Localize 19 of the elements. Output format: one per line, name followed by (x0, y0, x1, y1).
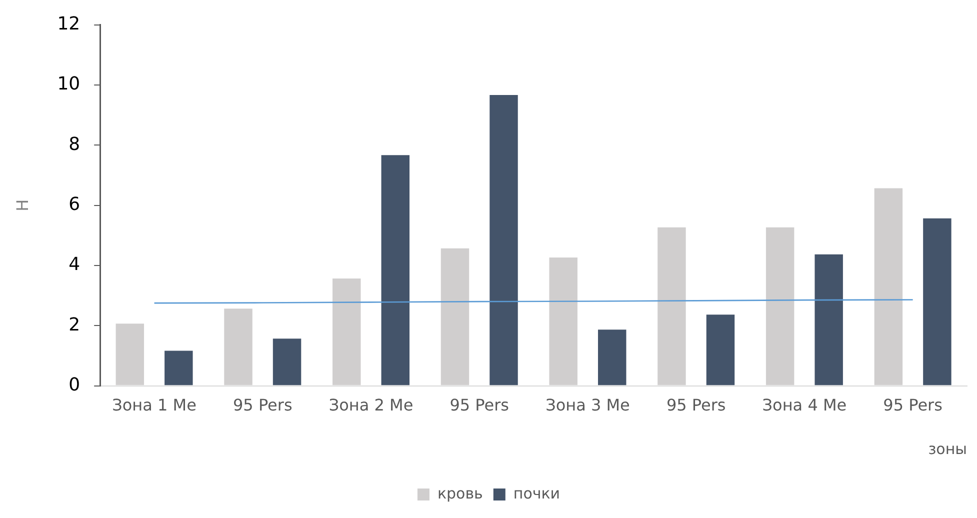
y-tick-label: 10 (57, 74, 80, 95)
legend-label: почки (513, 484, 560, 502)
legend-label: кровь (437, 484, 483, 502)
y-tick-label: 12 (57, 13, 80, 34)
y-tick-label: 2 (68, 314, 80, 336)
x-tick-label: 95 Pers (233, 396, 292, 415)
x-tick-label: Зона 1 Me (112, 396, 196, 415)
y-tick-label: 8 (68, 134, 80, 155)
x-tick-label: 95 Pers (450, 396, 510, 415)
x-axis-title: зоны (928, 440, 967, 458)
x-tick-label: 95 Pers (883, 396, 942, 415)
x-tick-label: Зона 3 Me (546, 396, 630, 415)
y-tick-label: 6 (68, 194, 80, 215)
y-tick-label: 4 (68, 254, 80, 276)
y-axis-title: Н (12, 199, 32, 212)
x-tick-label: Зона 2 Me (328, 396, 414, 415)
x-tick-label: Зона 4 Me (762, 396, 847, 415)
y-tick-label: 0 (68, 374, 80, 396)
x-tick-label: 95 Pers (666, 396, 726, 415)
